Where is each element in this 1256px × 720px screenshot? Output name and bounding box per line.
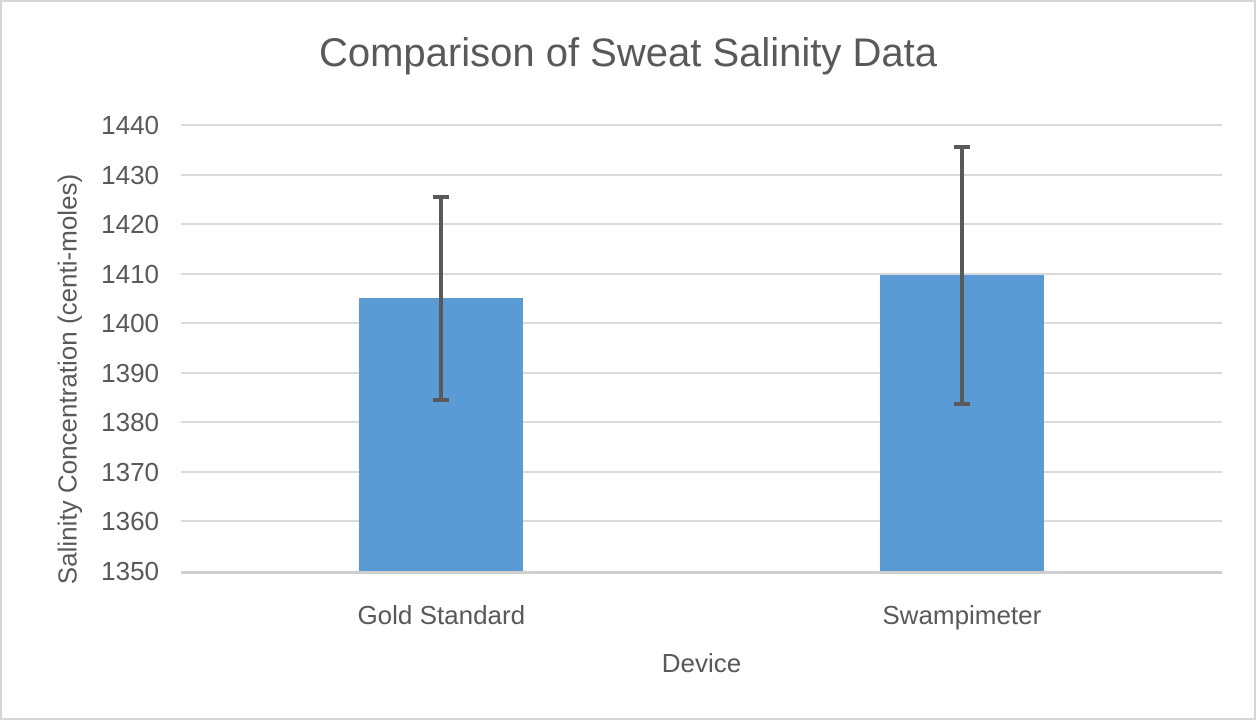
gridline	[181, 371, 1222, 374]
gridline	[181, 173, 1222, 176]
y-tick-label: 1380	[101, 407, 159, 438]
y-tick-label: 1440	[101, 110, 159, 140]
y-tick-label: 1400	[101, 308, 159, 339]
y-tick-label: 1360	[101, 506, 159, 537]
y-tick-label: 1370	[101, 456, 159, 487]
x-axis-title: Device	[661, 648, 742, 678]
error-bar-cap-top	[953, 144, 970, 149]
gridline	[181, 421, 1222, 424]
error-bar-cap-bottom	[953, 401, 970, 406]
x-category-label: Gold Standard	[357, 600, 526, 630]
y-tick-label: 1410	[101, 258, 159, 289]
x-category-label: Swampimeter	[882, 600, 1042, 630]
gridline	[181, 124, 1222, 126]
chart-title: Comparison of Sweat Salinity Data	[318, 31, 938, 75]
gridline	[181, 223, 1222, 226]
y-tick-label: 1390	[101, 357, 159, 388]
error-bar-line	[439, 197, 444, 400]
error-bar-cap-top	[433, 195, 450, 200]
gridline	[181, 520, 1222, 523]
gridline	[181, 322, 1222, 325]
gridline	[181, 470, 1222, 473]
y-tick-label: 1420	[101, 209, 159, 240]
y-tick-label: 1430	[101, 159, 159, 190]
y-tick-label: 1350	[101, 556, 159, 586]
gridline	[181, 272, 1222, 275]
error-bar-line	[959, 146, 964, 404]
error-bar-cap-bottom	[433, 397, 450, 402]
x-axis-line	[181, 571, 1222, 574]
